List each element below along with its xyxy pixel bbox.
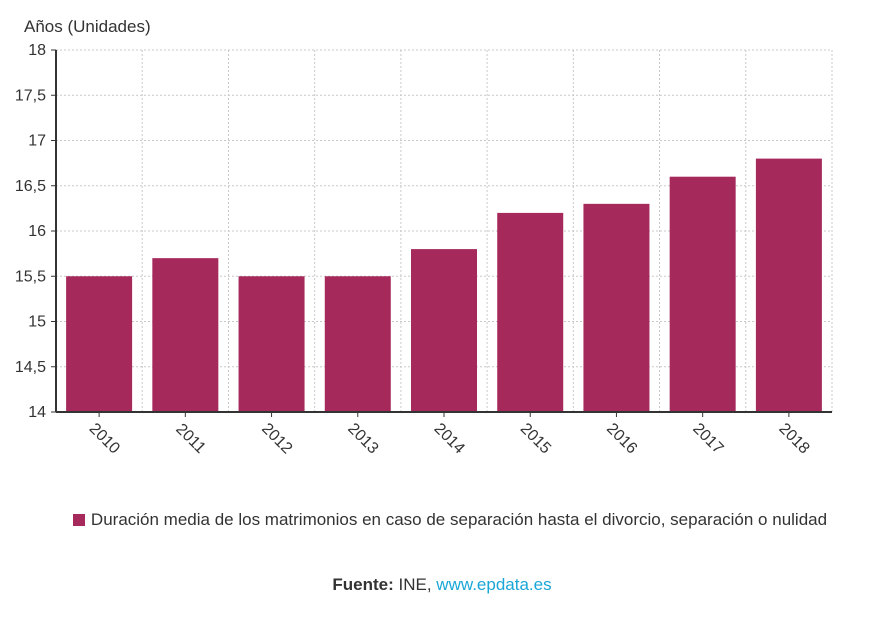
x-tick-label: 2012 bbox=[258, 420, 295, 457]
x-tick-labels: 2010 2011 2012 2013 2014 2015 2016 2017 2018 bbox=[86, 420, 813, 457]
source-line: Fuente: INE, www.epdata.es bbox=[0, 575, 884, 595]
y-tick-label: 14 bbox=[28, 404, 46, 421]
x-tick-label: 2017 bbox=[689, 420, 726, 457]
bars bbox=[66, 158, 822, 412]
x-tick-label: 2011 bbox=[172, 421, 208, 457]
bar-2017 bbox=[669, 176, 736, 412]
x-tick-label: 2010 bbox=[86, 420, 123, 457]
x-tick-label: 2014 bbox=[431, 420, 468, 457]
x-tick-label: 2013 bbox=[344, 420, 381, 457]
x-tick-label: 2015 bbox=[517, 420, 554, 457]
y-tick-label: 17,5 bbox=[15, 87, 46, 104]
bar-chart: Años (Unidades) 14 14,5 15 15,5 16 16,5 17 17,5… bbox=[15, 17, 833, 457]
legend-swatch bbox=[72, 514, 85, 526]
y-tick-label: 17 bbox=[28, 133, 46, 150]
source-link[interactable]: www.epdata.es bbox=[436, 575, 552, 594]
y-tick-label: 16 bbox=[28, 223, 46, 240]
y-tick-label: 15 bbox=[28, 314, 46, 331]
y-axis-label: Años (Unidades) bbox=[24, 17, 151, 36]
bar-2016 bbox=[583, 203, 650, 412]
y-tick-label: 14,5 bbox=[15, 359, 46, 376]
source-label: Fuente: bbox=[332, 575, 394, 594]
bar-2014 bbox=[411, 249, 477, 412]
y-tick-labels: 14 14,5 15 15,5 16 16,5 17 17,5 18 bbox=[15, 42, 46, 421]
bar-2015 bbox=[497, 212, 564, 412]
bar-2013 bbox=[324, 276, 391, 412]
source-text: INE, bbox=[393, 575, 437, 594]
axes bbox=[51, 49, 832, 417]
bar-2012 bbox=[238, 276, 305, 412]
bar-2018 bbox=[755, 158, 822, 412]
x-tick-label: 2018 bbox=[775, 420, 812, 457]
bar-2011 bbox=[152, 258, 219, 412]
bar-2010 bbox=[66, 276, 133, 412]
legend: Duración media de los matrimonios en cas… bbox=[40, 506, 860, 534]
y-tick-label: 15,5 bbox=[15, 268, 46, 285]
y-tick-label: 16,5 bbox=[15, 178, 46, 195]
x-tick-label: 2016 bbox=[603, 420, 640, 457]
legend-label: Duración media de los matrimonios en cas… bbox=[90, 510, 828, 529]
y-tick-label: 18 bbox=[28, 42, 46, 59]
